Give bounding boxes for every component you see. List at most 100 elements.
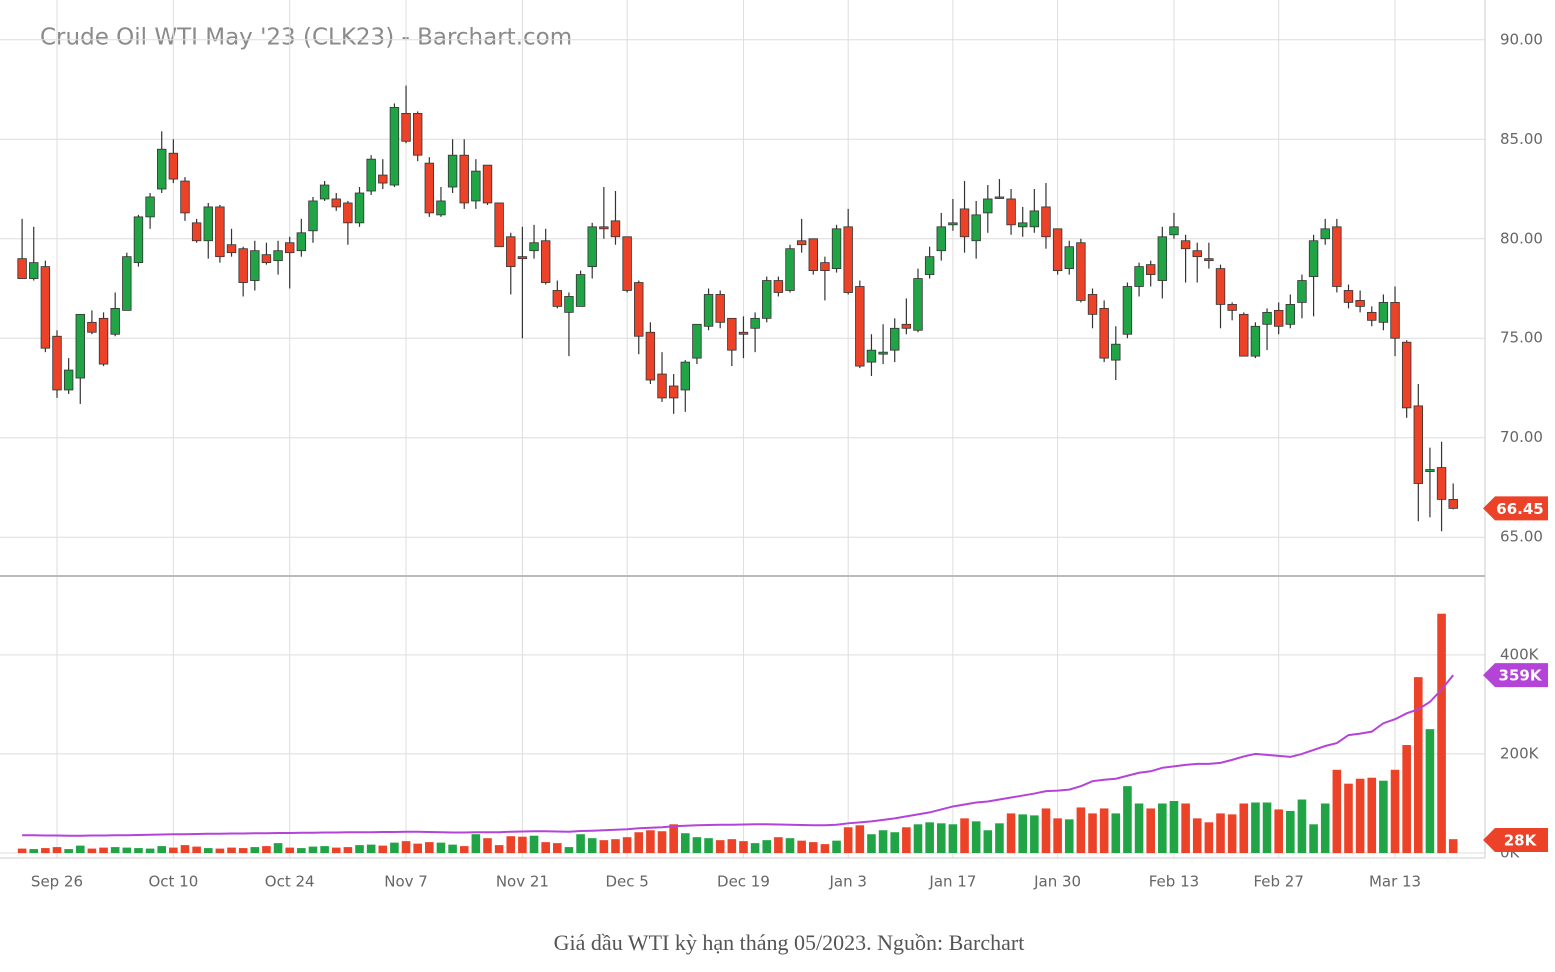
candle-body — [319, 184, 330, 200]
last-price-tag — [1483, 496, 1548, 521]
candle-body — [750, 317, 760, 329]
y-tick-label: 85.00 — [1500, 130, 1543, 148]
candle-body — [948, 222, 958, 226]
x-tick-label: Mar 13 — [1369, 873, 1421, 891]
volume-bar — [75, 845, 85, 854]
volume-bar — [1146, 808, 1155, 854]
volume-bar — [122, 847, 132, 854]
chart-title: Crude Oil WTI May '23 (CLK23) - Barchart… — [40, 25, 572, 51]
volume-bar — [64, 849, 73, 854]
volume-bar — [867, 834, 876, 854]
candle-body — [436, 200, 446, 216]
candle-body — [1076, 242, 1086, 301]
volume-bar — [611, 839, 620, 854]
candle-body — [285, 242, 295, 254]
candle-body — [575, 274, 586, 307]
candle-body — [424, 162, 435, 214]
volume-bar — [1018, 814, 1028, 854]
volume-bar — [1227, 814, 1237, 854]
volume-ma-line — [22, 674, 1454, 837]
volume-bar — [87, 848, 97, 854]
candle-body — [296, 232, 307, 252]
candle-body — [994, 196, 1005, 199]
volume-bar — [273, 843, 283, 854]
last-volume-label: 28K — [1504, 832, 1538, 850]
candle-body — [692, 323, 702, 359]
candle-body — [273, 250, 283, 262]
volume-bar — [1041, 808, 1051, 854]
candle-body — [1308, 240, 1319, 277]
volume-bar — [215, 848, 225, 854]
candle-body — [1227, 304, 1237, 311]
candle-body — [540, 240, 551, 283]
volume-bar — [1251, 802, 1260, 854]
volume-bar — [995, 823, 1004, 854]
volume-bar — [1076, 807, 1086, 854]
volume-bar — [820, 844, 830, 854]
candle-body — [1297, 280, 1307, 303]
volume-bar — [576, 834, 585, 854]
x-tick-label: Dec 19 — [717, 873, 770, 891]
volume-bar — [413, 843, 422, 854]
candle-body — [1390, 302, 1400, 339]
volume-bar — [960, 818, 969, 854]
candle-body — [913, 278, 923, 331]
volume-bar — [483, 838, 492, 854]
candle-body — [796, 240, 807, 246]
volume-bar — [52, 847, 62, 854]
candle-body — [1401, 341, 1412, 409]
volume-bar — [203, 848, 213, 854]
candle-body — [75, 313, 85, 379]
candle-body — [168, 152, 179, 180]
x-tick-label: Oct 24 — [265, 873, 315, 891]
volume-bar — [646, 830, 655, 854]
volume-bar — [1053, 818, 1062, 854]
candle-body — [1099, 307, 1109, 359]
last-price-label: 66.45 — [1496, 500, 1543, 518]
candle-body — [1413, 405, 1424, 484]
volume-bar — [297, 848, 306, 854]
volume-bar — [145, 848, 155, 854]
candle-body — [110, 307, 120, 335]
candle-body — [133, 216, 144, 264]
candle-body — [63, 369, 74, 391]
candle-body — [226, 244, 237, 254]
candle-body — [1367, 311, 1377, 321]
volume-bar — [715, 840, 725, 854]
volume-bar — [1437, 613, 1446, 854]
volume-bar — [1286, 810, 1295, 854]
volume-bar — [1262, 802, 1272, 854]
volume-bar — [936, 823, 946, 854]
volume-bar — [1239, 803, 1249, 854]
volume-bar — [29, 849, 39, 854]
candle-body — [87, 321, 97, 333]
candle-body — [389, 107, 400, 186]
volume-bar — [1402, 745, 1411, 854]
volume-bar — [1158, 803, 1167, 854]
volume-bar — [680, 833, 690, 854]
volume-bar — [541, 842, 550, 854]
x-tick-label: Feb 13 — [1149, 873, 1199, 891]
volume-bar — [1425, 729, 1435, 854]
candle-body — [703, 294, 714, 327]
volume-bar — [425, 842, 434, 854]
volume-bar — [913, 824, 923, 854]
volume-bar — [110, 847, 120, 854]
volume-bar — [727, 839, 737, 854]
candle-body — [1111, 343, 1121, 361]
volume-bar — [971, 821, 981, 854]
caption: Giá dầu WTI kỳ hạn tháng 05/2023. Nguồn:… — [554, 930, 1025, 955]
candle-body — [157, 148, 167, 190]
volume-bar — [99, 847, 108, 854]
volume-bar — [890, 832, 900, 854]
candle-body — [564, 296, 574, 313]
volume-bar — [320, 846, 329, 854]
x-tick-label: Jan 17 — [928, 873, 976, 891]
volume-bar — [506, 836, 516, 854]
candle-body — [727, 317, 737, 351]
volume-bar — [169, 847, 178, 854]
candle-body — [1087, 294, 1098, 315]
volume-bar — [390, 842, 399, 854]
y-tick-label: 65.00 — [1500, 528, 1543, 546]
